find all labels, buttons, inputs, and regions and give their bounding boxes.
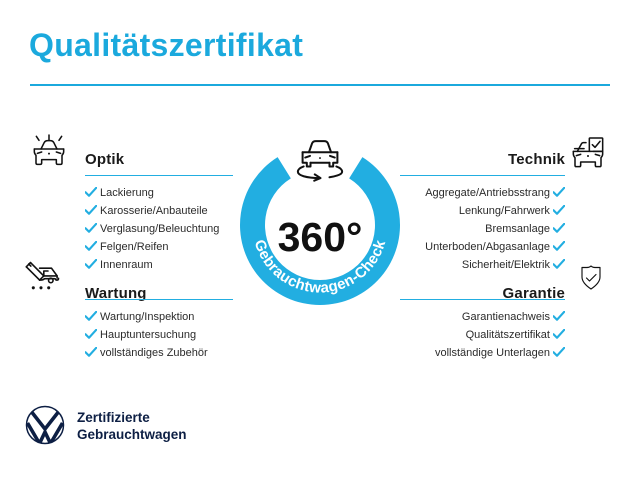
svg-text:360°: 360° bbox=[278, 214, 363, 260]
